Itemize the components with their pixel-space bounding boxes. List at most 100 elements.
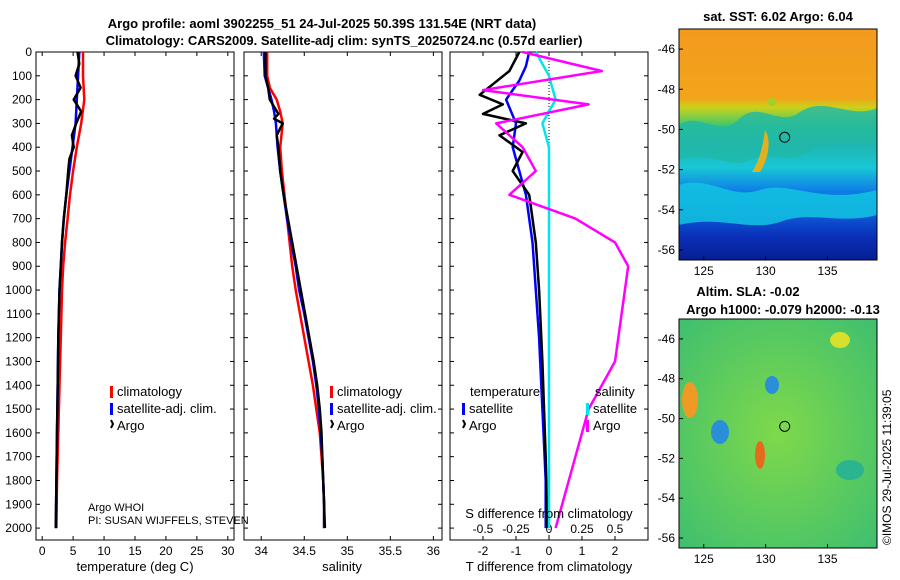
y-tick-label: 1800 bbox=[5, 473, 32, 487]
legend-swatch-temp-argo bbox=[462, 419, 467, 429]
y-tick-label: 300 bbox=[12, 116, 32, 130]
x-tick-label: 34.5 bbox=[293, 544, 317, 558]
series-climatology bbox=[55, 52, 86, 529]
x-tick-label: 30 bbox=[221, 544, 235, 558]
s-tick-label: -0.25 bbox=[502, 522, 530, 536]
map-x-tick-label: 135 bbox=[817, 264, 837, 278]
salinity-legend: climatology satellite-adj. clim. Argo bbox=[330, 384, 437, 433]
map-y-tick-label: -46 bbox=[658, 332, 676, 346]
difference-legend-right: salinity satellite Argo bbox=[586, 384, 637, 433]
legend-satellite: satellite-adj. clim. bbox=[117, 401, 217, 416]
salinity-panel: 34 34.5 35 35.5 36 salinity climatology sate… bbox=[243, 51, 443, 574]
legend-satellite: satellite-adj. clim. bbox=[337, 401, 437, 416]
map-y-tick-label: -46 bbox=[658, 42, 676, 56]
map-y-tick-label: -50 bbox=[658, 412, 676, 426]
y-tick-label: 800 bbox=[12, 235, 32, 249]
sst-map-title: sat. SST: 6.02 Argo: 6.04 bbox=[703, 9, 854, 24]
footnote-argo-whoi: Argo WHOI bbox=[88, 502, 144, 514]
y-tick-label: 1400 bbox=[5, 378, 32, 392]
sla-field bbox=[679, 319, 877, 548]
y-tick-label: 0 bbox=[25, 45, 32, 59]
legend-salinity-heading: salinity bbox=[595, 384, 635, 399]
map-y-tick-label: -52 bbox=[658, 451, 676, 465]
series-argo bbox=[264, 52, 327, 529]
y-tick-label: 1200 bbox=[5, 331, 32, 345]
s-tick-label: 0.25 bbox=[570, 522, 594, 536]
map-y-tick-label: -48 bbox=[658, 372, 676, 386]
series-argo bbox=[54, 51, 83, 529]
legend-climatology: climatology bbox=[117, 384, 183, 399]
map-x-tick-label: 135 bbox=[817, 552, 837, 566]
legend-swatch-satellite bbox=[110, 403, 113, 415]
legend-swatch-climatology bbox=[330, 386, 333, 398]
map-y-tick-label: -54 bbox=[658, 203, 676, 217]
x-tick-label: 1 bbox=[579, 544, 586, 558]
map-y-tick-label: -56 bbox=[658, 243, 676, 257]
x-tick-label: -1 bbox=[511, 544, 522, 558]
sla-map-frame bbox=[678, 318, 878, 549]
y-tick-label: 600 bbox=[12, 188, 32, 202]
x-tick-label: 34 bbox=[255, 544, 269, 558]
map-x-tick-label: 130 bbox=[756, 264, 776, 278]
legend-swatch-sal-satellite bbox=[586, 403, 589, 415]
sla-map-title-2: Argo h1000: -0.079 h2000: -0.13 bbox=[686, 302, 880, 317]
argo-position-marker bbox=[779, 131, 791, 143]
legend-sal-satellite: satellite bbox=[593, 401, 637, 416]
y-tick-label: 400 bbox=[12, 140, 32, 154]
series-salinity-satellite bbox=[534, 51, 557, 529]
difference-legend-left: temperature satellite Argo bbox=[462, 384, 540, 433]
x-tick-label: 2 bbox=[612, 544, 619, 558]
map-y-tick-label: -54 bbox=[658, 491, 676, 505]
t-difference-xlabel: T difference from climatology bbox=[466, 559, 633, 574]
series-salinity-argo bbox=[481, 50, 630, 529]
legend-swatch-argo bbox=[330, 419, 335, 429]
sla-high-anomaly bbox=[682, 382, 698, 418]
map-y-tick-label: -50 bbox=[658, 122, 676, 136]
title-line-2: Climatology: CARS2009. Satellite-adj cli… bbox=[106, 33, 583, 48]
series-temperature-satellite bbox=[504, 51, 547, 529]
legend-swatch-satellite bbox=[330, 403, 333, 415]
sla-high-anomaly bbox=[830, 332, 850, 348]
y-tick-label: 1900 bbox=[5, 497, 32, 511]
x-tick-label: 35 bbox=[341, 544, 355, 558]
temperature-panel: 0100200300400500600700800900100011001200… bbox=[5, 45, 249, 574]
y-tick-label: 1600 bbox=[5, 426, 32, 440]
argo-position-marker bbox=[779, 420, 791, 432]
x-tick-label: 5 bbox=[70, 544, 77, 558]
x-tick-label: -2 bbox=[478, 544, 489, 558]
x-tick-label: 0 bbox=[39, 544, 46, 558]
map-x-tick-label: 130 bbox=[756, 552, 776, 566]
x-tick-label: 36 bbox=[427, 544, 441, 558]
sla-low-anomaly bbox=[836, 460, 864, 480]
map-x-tick-label: 125 bbox=[694, 264, 714, 278]
legend-swatch-argo bbox=[110, 419, 115, 429]
s-tick-label: 0.5 bbox=[607, 522, 624, 536]
sst-cold-band bbox=[679, 182, 877, 226]
temperature-xlabel: temperature (deg C) bbox=[76, 559, 193, 574]
legend-swatch-climatology bbox=[110, 386, 113, 398]
imos-watermark: ©IMOS 29-Jul-2025 11:39:05 bbox=[880, 389, 894, 545]
legend-swatch-sal-argo bbox=[586, 420, 589, 432]
sla-low-anomaly bbox=[711, 420, 729, 444]
x-tick-label: 15 bbox=[128, 544, 142, 558]
temperature-axes-frame bbox=[35, 51, 235, 541]
y-tick-label: 1300 bbox=[5, 354, 32, 368]
y-tick-label: 2000 bbox=[5, 521, 32, 535]
series-temperature-argo bbox=[478, 51, 549, 529]
x-tick-label: 35.5 bbox=[379, 544, 403, 558]
y-tick-label: 700 bbox=[12, 212, 32, 226]
map-y-tick-label: -48 bbox=[658, 82, 676, 96]
legend-sal-argo: Argo bbox=[593, 418, 620, 433]
s-tick-label: -0.5 bbox=[473, 522, 494, 536]
temperature-legend: climatology satellite-adj. clim. Argo bbox=[110, 384, 217, 433]
sst-warm-spot bbox=[768, 98, 776, 106]
salinity-xlabel: salinity bbox=[322, 559, 362, 574]
sst-map-frame bbox=[678, 28, 878, 261]
y-tick-label: 1500 bbox=[5, 402, 32, 416]
map-y-tick-label: -52 bbox=[658, 163, 676, 177]
legend-temp-satellite: satellite bbox=[469, 401, 513, 416]
sla-high-anomaly bbox=[755, 441, 765, 469]
y-tick-label: 900 bbox=[12, 259, 32, 273]
